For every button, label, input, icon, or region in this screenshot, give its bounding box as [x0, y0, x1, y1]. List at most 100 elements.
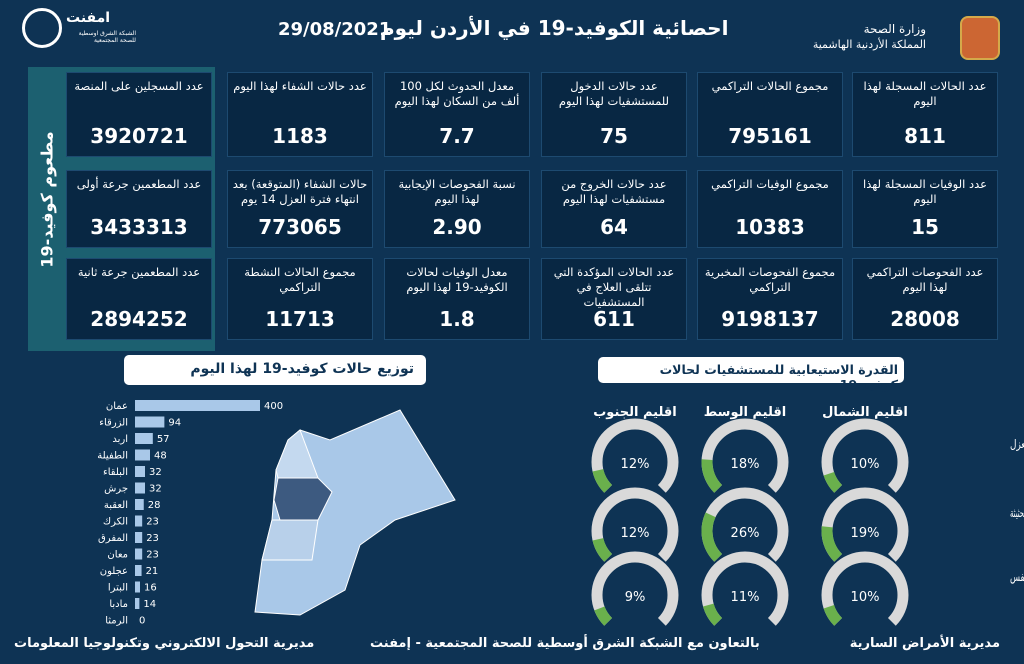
category-label: البترا — [108, 583, 128, 594]
category-label: جرش — [104, 484, 128, 495]
stat-value: 2894252 — [90, 307, 188, 331]
capacity-title-box — [598, 357, 904, 383]
category-label: الزرقاء — [99, 418, 128, 429]
bar-value-label: 28 — [148, 500, 161, 511]
stat-card: عدد حالات الشفاء لهذا اليوم 1183 — [227, 72, 373, 157]
bar — [135, 581, 140, 593]
bar — [135, 482, 145, 494]
stat-value: 811 — [904, 124, 946, 148]
stat-label: معدل الوفيات لحالات الكوفيد-19 لهذا اليو… — [406, 265, 508, 294]
stat-label: مجموع الفحوصات المخبرية التراكمي — [704, 265, 836, 294]
stat-label: عدد حالات الخروج من مستشفيات لهذا اليوم — [561, 177, 667, 206]
gauge-track — [821, 551, 909, 626]
gauge-label: 11% — [731, 590, 760, 605]
stat-card: مجموع الوفيات التراكمي 10383 — [697, 170, 843, 248]
gauge-label: 26% — [731, 526, 760, 541]
stat-value: 773065 — [258, 215, 342, 239]
stat-card: مجموع الفحوصات المخبرية التراكمي 9198137 — [697, 258, 843, 340]
logo — [22, 8, 62, 48]
stat-label: عدد المطعمين جرعة أولى — [76, 177, 202, 191]
stat-card: عدد الوفيات المسجلة لهذا اليوم 15 — [852, 170, 998, 248]
stat-label: نسبة الفحوصات الإيجابية لهذا اليوم — [398, 177, 516, 206]
gauge-fill — [821, 526, 843, 562]
gauge-fill — [823, 604, 843, 626]
stat-card: عدد المطعمين جرعة ثانية 2894252 — [66, 258, 212, 340]
stat-value: 64 — [600, 215, 628, 239]
gauge-track — [821, 418, 909, 493]
stat-label: عدد حالات الشفاء لهذا اليوم — [233, 79, 367, 93]
stat-label: عدد الفحوصات التراكمي لهذا اليوم — [866, 265, 984, 294]
gauge-fill — [594, 606, 613, 626]
jordan-map — [254, 409, 456, 616]
bar — [135, 400, 260, 411]
bar-value-label: 400 — [264, 401, 283, 412]
footer-left: مديرية التحول الالكتروني وتكنولوجيا المع… — [14, 636, 315, 651]
gauge-label: 12% — [621, 457, 650, 472]
stat-label: عدد الحالات المسجلة لهذا اليوم — [863, 79, 987, 108]
stat-value: 75 — [600, 124, 628, 148]
gauge-track — [591, 418, 679, 493]
category-label: الطفيلة — [97, 451, 128, 462]
stat-card: مجموع الحالات التراكمي 795161 — [697, 72, 843, 157]
bar — [135, 515, 143, 527]
stat-card: معدل الحدوث لكل 100 ألف من السكان لهذا ا… — [384, 72, 530, 157]
bar-value-label: 32 — [149, 484, 162, 495]
stat-card: عدد المسجلين على المنصة 3920721 — [66, 72, 212, 157]
category-label: البلقاء — [103, 467, 128, 478]
emblem — [960, 16, 1000, 60]
gauge-fill — [703, 603, 723, 626]
category-label: اربد — [112, 434, 128, 445]
stat-card: عدد المطعمين جرعة أولى 3433313 — [66, 170, 212, 248]
region-label: اقليم الوسط — [704, 405, 787, 420]
category-label: المفرق — [98, 533, 128, 544]
bar-value-label: 23 — [146, 533, 159, 544]
bar-value-label: 16 — [144, 583, 157, 594]
stat-label: معدل الحدوث لكل 100 ألف من السكان لهذا ا… — [394, 79, 520, 108]
bar — [135, 416, 165, 428]
stat-card: مجموع الحالات النشطة التراكمي 11713 — [227, 258, 373, 340]
row-label: نسبة اشغال اسرة العزل — [1010, 437, 1024, 452]
gauge-fill — [592, 468, 613, 493]
stat-value: 15 — [911, 215, 939, 239]
stat-value: 11713 — [265, 307, 335, 331]
gauge-fill — [701, 459, 723, 493]
gauge-track — [591, 551, 679, 626]
bar — [135, 565, 142, 576]
stat-card: عدد الفحوصات التراكمي لهذا اليوم 28008 — [852, 258, 998, 340]
stat-value: 2.90 — [432, 215, 482, 239]
footer-right: مديرية الأمراض السارية — [849, 636, 1000, 651]
stat-value: 7.7 — [439, 124, 475, 148]
gauge-track — [591, 487, 679, 562]
stat-value: 1183 — [272, 124, 328, 148]
chart-title: توزيع حالات كوفيد-19 لهذا اليوم — [190, 361, 414, 377]
gauge-label: 9% — [625, 590, 646, 605]
stat-label: عدد المسجلين على المنصة — [74, 79, 204, 93]
logo-name: امفنت — [66, 10, 111, 26]
stat-label: مجموع الحالات التراكمي — [711, 79, 829, 93]
date: 29/08/2021 — [278, 19, 392, 40]
stat-value: 3433313 — [90, 215, 188, 239]
category-label: الرمثا — [105, 616, 128, 627]
stat-card: معدل الوفيات لحالات الكوفيد-19 لهذا اليو… — [384, 258, 530, 340]
stat-value: 1.8 — [439, 307, 475, 331]
category-label: عمان — [106, 401, 128, 412]
footer-center: بالتعاون مع الشبكة الشرق أوسطية للصحة ال… — [370, 636, 760, 651]
bar — [135, 499, 144, 510]
stat-card: عدد الحالات المؤكدة التي تتلقى العلاج في… — [541, 258, 687, 340]
category-label: مادبا — [109, 599, 128, 610]
stat-label: عدد حالات الدخول للمستشفيات لهذا اليوم — [558, 79, 670, 108]
stat-card: عدد حالات الخروج من مستشفيات لهذا اليوم 6… — [541, 170, 687, 248]
bar-value-label: 0 — [139, 616, 145, 627]
category-label: الكرك — [103, 517, 128, 528]
chart-title-box — [124, 355, 426, 385]
logo-sub: الشبكة الشرق اوسطية للصحة المجتمعية — [78, 30, 136, 44]
bar-value-label: 48 — [154, 451, 167, 462]
row-label: نسبة اشغال اسرة العناية الحثيثة — [1010, 506, 1024, 521]
bar — [135, 449, 150, 461]
gauge-track — [701, 551, 789, 626]
stat-value: 795161 — [728, 124, 812, 148]
stat-card: نسبة الفحوصات الإيجابية لهذا اليوم 2.90 — [384, 170, 530, 248]
ministry: وزارة الصحة — [863, 22, 926, 36]
stat-label: عدد الحالات المؤكدة التي تتلقى العلاج في… — [553, 265, 675, 309]
